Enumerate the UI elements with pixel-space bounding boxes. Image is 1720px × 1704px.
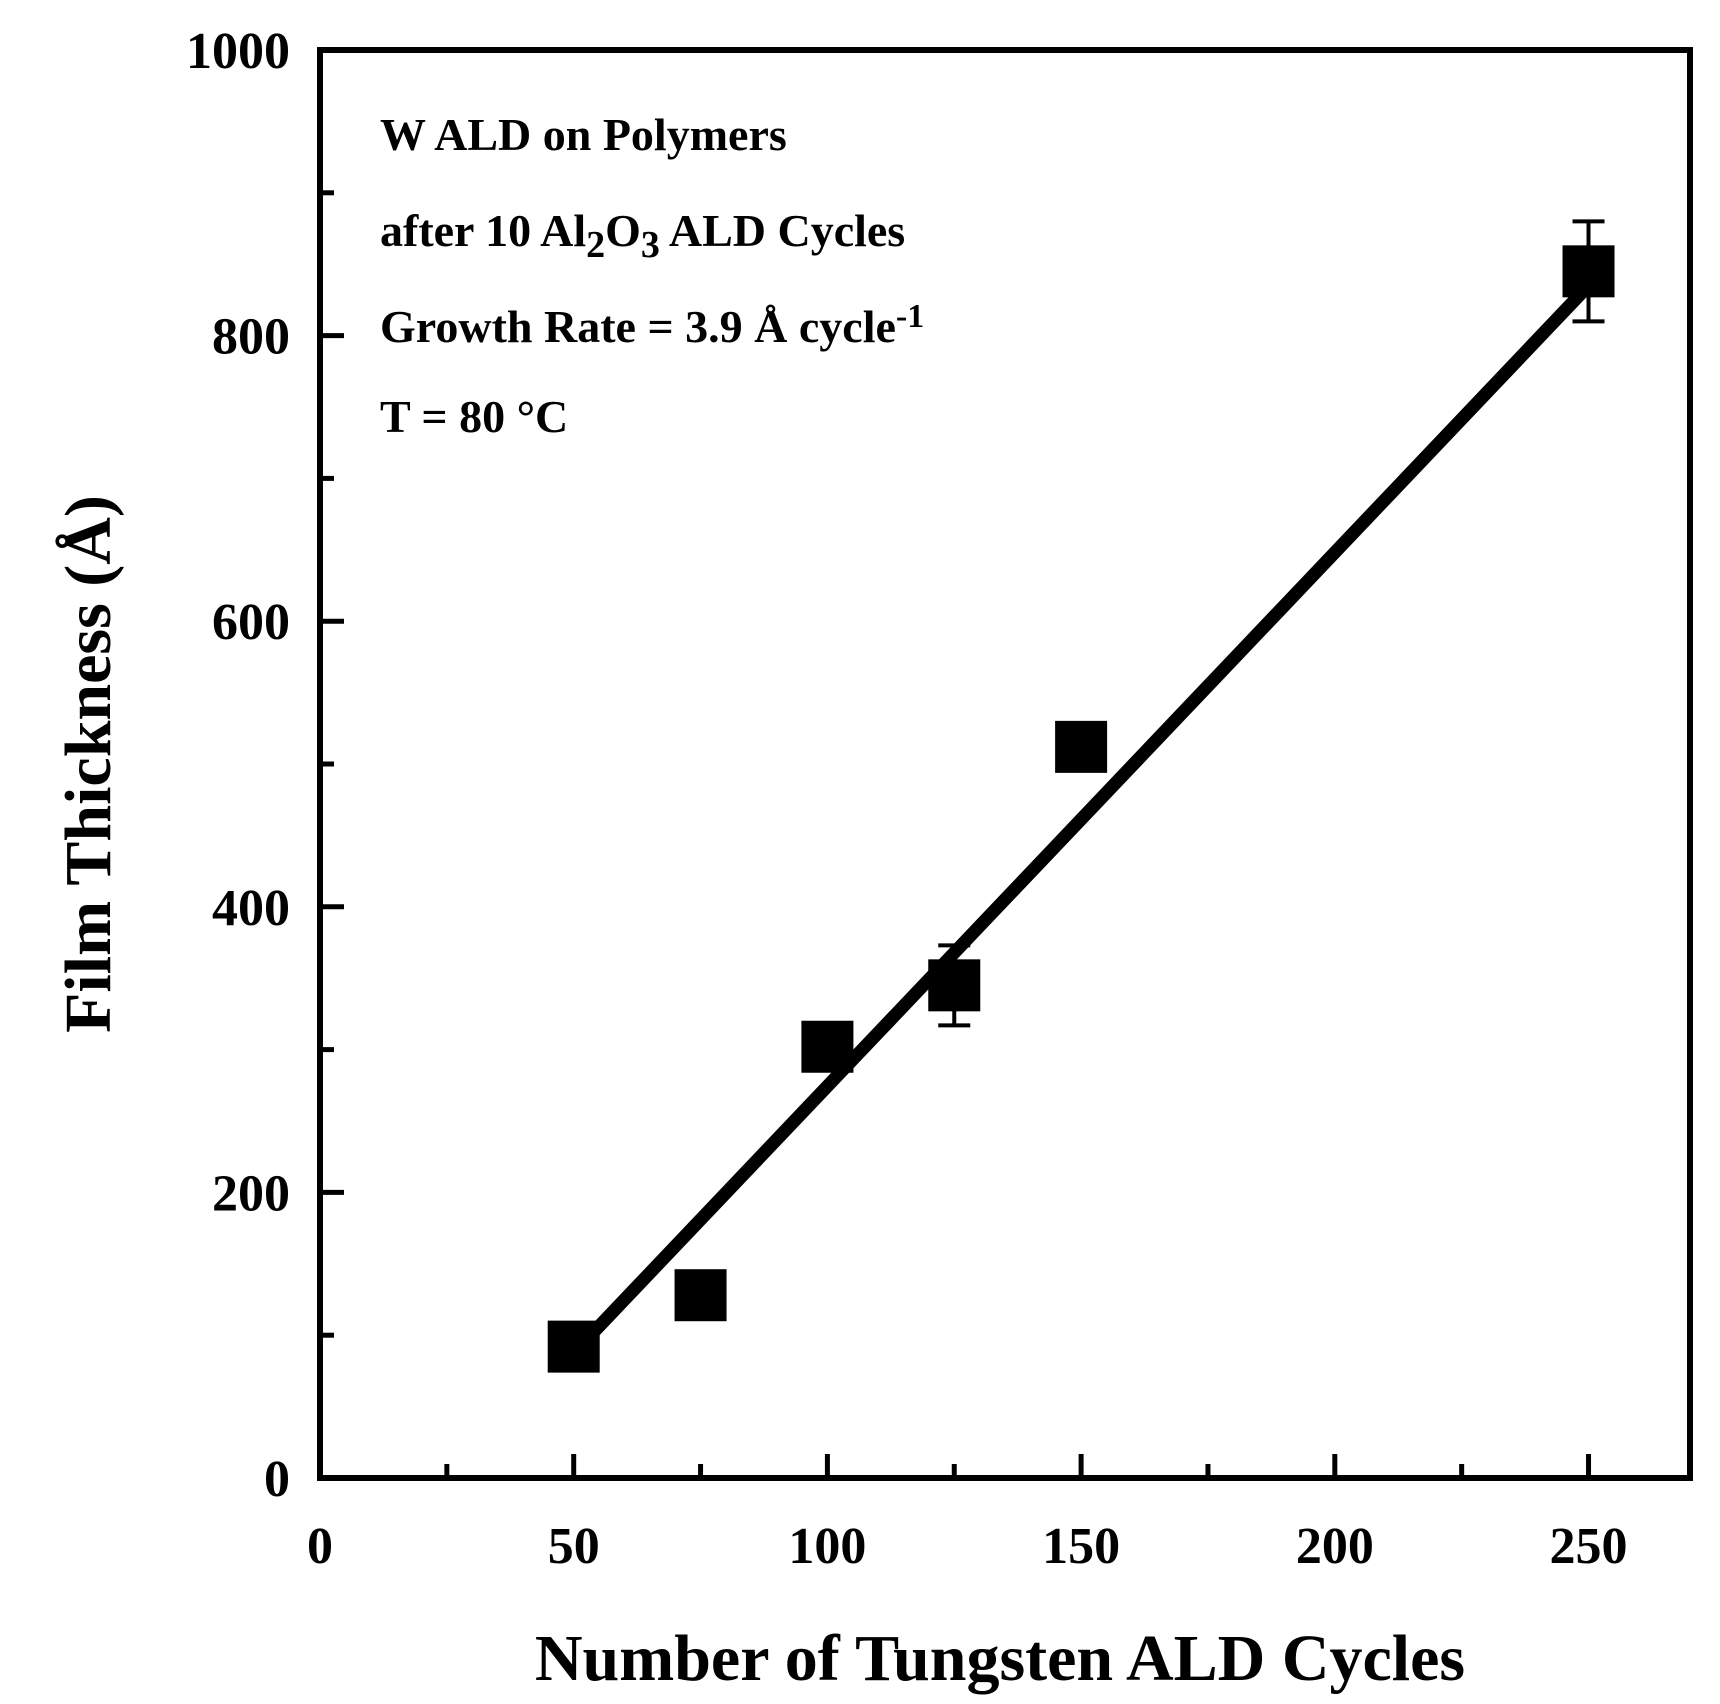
x-tick-label: 0: [307, 1518, 333, 1575]
data-point: [674, 1269, 727, 1322]
y-tick-label: 0: [264, 1451, 290, 1508]
x-tick-label: 200: [1296, 1518, 1374, 1575]
annotation-title: W ALD on Polymers: [380, 109, 787, 160]
x-tick-label: 100: [788, 1518, 866, 1575]
y-tick-label: 600: [212, 594, 290, 651]
ticks: [320, 190, 1592, 1478]
x-tick-label: 250: [1550, 1518, 1628, 1575]
y-axis-title: Film Thickness (Å): [52, 495, 125, 1033]
data-point: [801, 1020, 854, 1073]
annotation-growth-rate: Growth Rate = 3.9 Å cycle-1: [380, 298, 924, 352]
plot-frame: [317, 47, 1693, 1481]
fit-line: [579, 281, 1594, 1347]
data-point: [928, 959, 981, 1012]
y-tick-label: 1000: [186, 23, 290, 80]
x-tick-label: 150: [1042, 1518, 1120, 1575]
data-point: [547, 1320, 600, 1373]
y-tick-label: 800: [212, 309, 290, 366]
annotation-pretreatment: after 10 Al2O3 ALD Cycles: [380, 205, 905, 266]
y-tick-label: 200: [212, 1165, 290, 1222]
annotation-temperature: T = 80 °C: [380, 391, 568, 442]
data-point: [1055, 720, 1108, 773]
data-points: [547, 219, 1615, 1373]
data-point: [1562, 245, 1615, 298]
x-axis-title: Number of Tungsten ALD Cycles: [535, 1622, 1465, 1695]
tick-labels: 0 50 100 150 200 250 0 200 400 600 800 1000: [186, 23, 1628, 1575]
y-tick-label: 400: [212, 880, 290, 937]
x-tick-label: 50: [548, 1518, 600, 1575]
